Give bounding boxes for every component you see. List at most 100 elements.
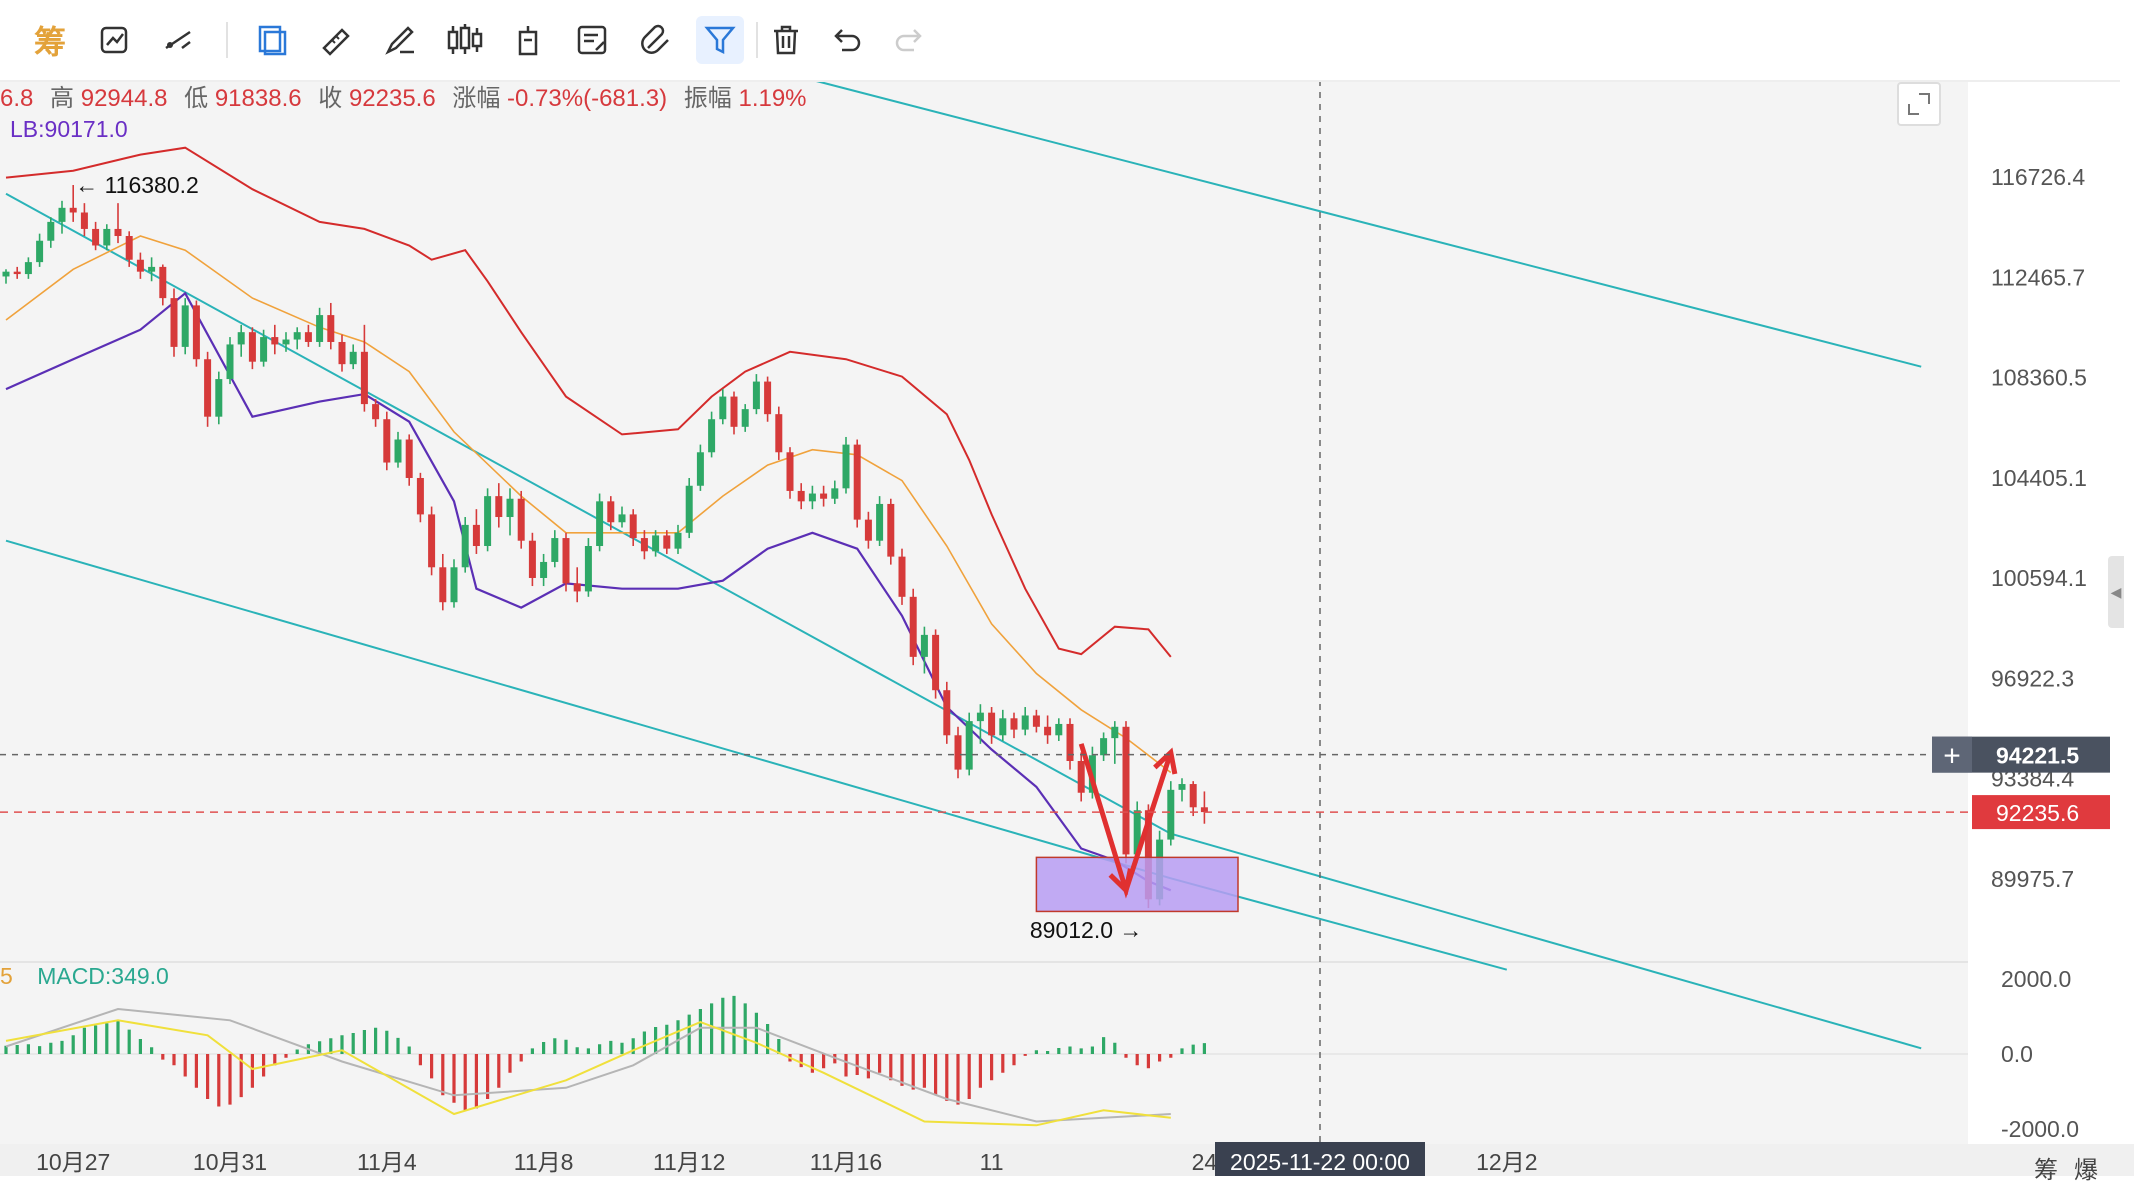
candle-body — [1133, 810, 1141, 855]
crosshair-time-tag — [1215, 1142, 1425, 1176]
candle-body — [24, 262, 32, 275]
candle-body — [226, 344, 234, 380]
candle-body — [237, 332, 245, 345]
fullscreen-button[interactable] — [1897, 82, 1941, 126]
arrow-head — [1108, 868, 1133, 896]
candle-body — [316, 315, 324, 342]
max-price-annotation: ← 116380.2 — [75, 172, 199, 198]
chip-footer-label[interactable]: 筹 — [2034, 1157, 2058, 1184]
candle-body — [450, 567, 458, 603]
last-price-tag — [1972, 795, 2110, 830]
candle-body — [752, 381, 760, 410]
candle-body — [674, 532, 682, 549]
candle-body — [271, 337, 279, 345]
min-price-annotation: 89012.0 → — [1030, 917, 1143, 943]
candle-body — [708, 419, 716, 453]
macd-prefix: 5 — [0, 963, 13, 989]
candle-body — [114, 228, 122, 237]
candle-body — [864, 519, 872, 541]
candle-body — [80, 212, 88, 229]
text-note-icon[interactable] — [568, 16, 616, 64]
brush-icon[interactable] — [376, 16, 424, 64]
trend-line-icon[interactable] — [154, 16, 202, 64]
time-tick-label: 10月31 — [193, 1149, 267, 1175]
candle-body — [876, 503, 884, 541]
candle-body — [13, 271, 21, 275]
candle-body — [1200, 807, 1208, 813]
undo-icon[interactable] — [822, 16, 870, 64]
candle-body — [1077, 760, 1085, 793]
measure-icon[interactable] — [504, 16, 552, 64]
candle-body — [775, 414, 783, 453]
candle-body — [808, 493, 816, 502]
replay-icon[interactable] — [90, 16, 138, 64]
candle-body — [405, 439, 413, 478]
candle-body — [192, 305, 200, 360]
candle-body — [484, 496, 492, 547]
candle-body — [383, 419, 391, 463]
candle-body — [540, 561, 548, 578]
candle-body — [1032, 715, 1040, 727]
upper-band-line — [5, 146, 1172, 658]
price-tick-label: 96922.3 — [1991, 665, 2074, 691]
chip-label: 筹 — [33, 24, 66, 60]
price-tick-label: 104405.1 — [1991, 465, 2087, 491]
time-axis-bg — [0, 1144, 2134, 1176]
macd-panel-bg — [0, 962, 1968, 1144]
candle-body — [103, 228, 111, 246]
amplitude-value: 1.19% — [738, 85, 807, 112]
candle-body — [159, 266, 167, 299]
chevron-left-icon: ◀ — [2110, 583, 2122, 600]
candle-body — [517, 498, 525, 541]
collapse-panel-tab[interactable]: ◀ — [2108, 556, 2124, 628]
macd-label-row: 5 MACD:349.0 — [0, 963, 169, 990]
price-tick-label: 89975.7 — [1991, 866, 2074, 892]
ruler-icon[interactable] — [312, 16, 360, 64]
candle-body — [58, 207, 66, 222]
time-tick-label: 11月8 — [514, 1149, 574, 1175]
candle-icon[interactable] — [440, 16, 488, 64]
candle-body — [338, 341, 346, 365]
candle-body — [215, 379, 223, 417]
chip-distribution-icon[interactable]: 筹 — [26, 16, 74, 64]
candle-body — [92, 228, 100, 246]
price-panel-bg — [0, 80, 1968, 962]
candle-body — [820, 493, 828, 499]
close-label: 收 — [318, 85, 343, 112]
candle-body — [932, 634, 940, 691]
magnet-icon[interactable] — [632, 16, 680, 64]
candle-body — [394, 439, 402, 463]
candle-body — [69, 207, 77, 213]
open-fragment: 6.8 — [0, 85, 34, 112]
candle-body — [1111, 726, 1119, 739]
crosshair-time-label: 2025-11-22 00:00 — [1230, 1149, 1410, 1175]
macd-tick-label: -2000.0 — [2001, 1116, 2079, 1142]
candle-body — [2, 271, 10, 277]
axis-bg — [1968, 80, 2134, 1144]
amplitude-label: 振幅 — [683, 85, 732, 112]
candle-body — [136, 259, 144, 272]
candle-body — [954, 735, 962, 770]
candle-body — [1100, 738, 1108, 756]
rectangle-icon[interactable] — [248, 16, 296, 64]
price-tick-label: 116726.4 — [1991, 164, 2085, 190]
filter-icon[interactable] — [696, 16, 744, 64]
candle-body — [327, 315, 335, 342]
candle-body — [372, 404, 380, 420]
lower-band-label: LB:90171.0 — [10, 116, 128, 142]
change-value: -0.73%(-681.3) — [507, 85, 668, 112]
candle-body — [1167, 789, 1175, 840]
candle-body — [472, 524, 480, 547]
candle-body — [1189, 784, 1197, 808]
candle-body — [719, 396, 727, 420]
candle-body — [282, 339, 290, 345]
candle-body — [528, 540, 536, 578]
candle-body — [741, 409, 749, 427]
trash-icon[interactable] — [762, 16, 810, 64]
time-tick-label: 11月4 — [357, 1149, 417, 1175]
macd-tick-label: 0.0 — [2001, 1041, 2033, 1067]
burst-footer-label[interactable]: 爆 — [2074, 1157, 2098, 1184]
high-value: 92944.8 — [80, 85, 168, 112]
